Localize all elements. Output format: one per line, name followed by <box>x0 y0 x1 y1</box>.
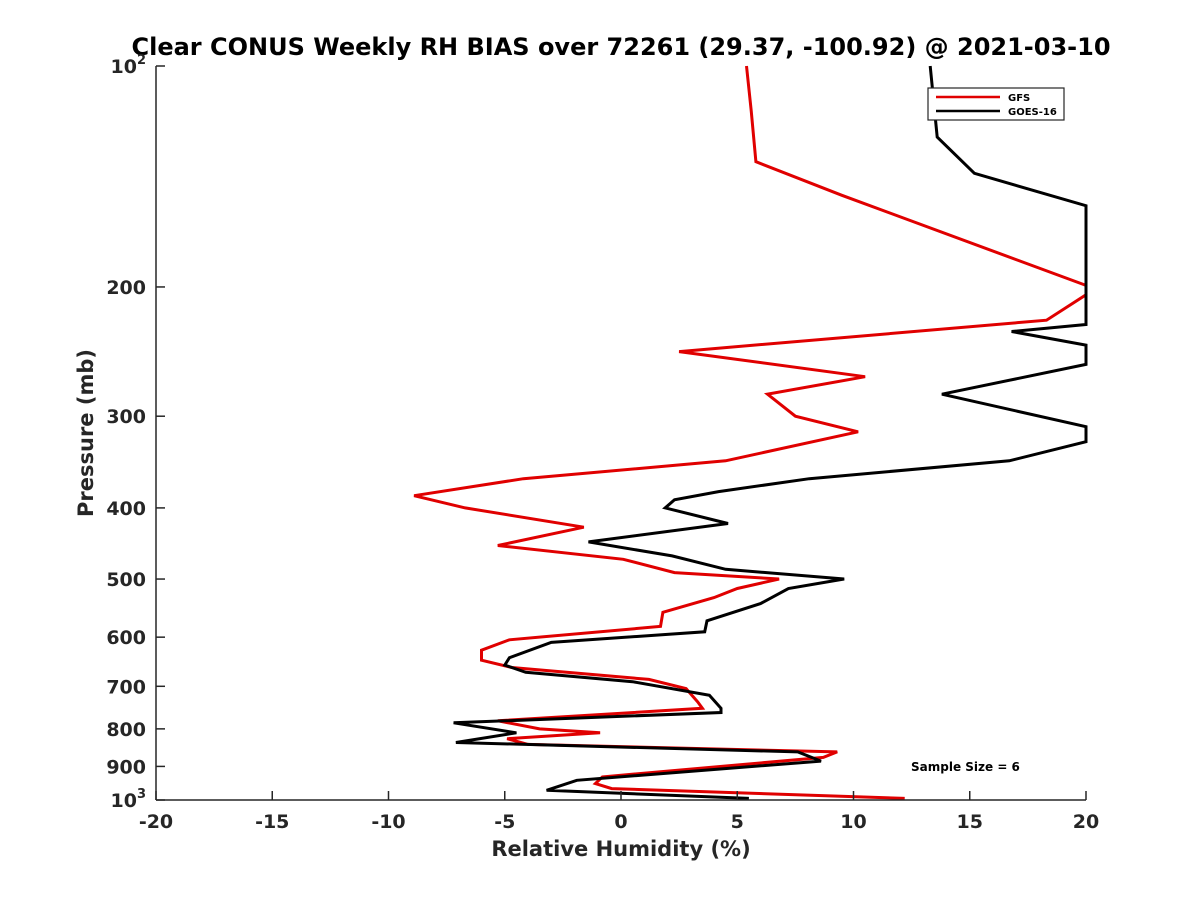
series-line-goes16 <box>453 65 1088 800</box>
x-tick-label: -5 <box>494 811 515 833</box>
y-tick-label: 900 <box>106 756 146 778</box>
series-line-gfs <box>413 65 1088 800</box>
y-tick-label: 103 <box>111 787 147 812</box>
y-tick-label: 800 <box>106 719 146 741</box>
y-tick-label: 200 <box>106 277 146 299</box>
y-tick-label: 500 <box>106 569 146 591</box>
x-tick-label: -15 <box>255 811 289 833</box>
x-tick-label: 10 <box>840 811 866 833</box>
y-ticks: 102 200 300 400 500 600 700 800 900 103 <box>106 53 165 812</box>
legend: GFS GOES-16 <box>927 87 1065 121</box>
legend-label-gfs: GFS <box>1008 93 1030 104</box>
x-tick-label: 5 <box>731 811 744 833</box>
x-axis-label: Relative Humidity (%) <box>491 837 750 861</box>
chart-title: Clear CONUS Weekly RH BIAS over 72261 (2… <box>131 33 1110 61</box>
y-tick-label: 700 <box>106 676 146 698</box>
x-tick-label: -20 <box>139 811 173 833</box>
x-tick-label: 0 <box>614 811 627 833</box>
sample-size-annotation: Sample Size = 6 <box>911 760 1020 774</box>
y-tick-label: 300 <box>106 406 146 428</box>
y-tick-label: 400 <box>106 498 146 520</box>
x-tick-label: -10 <box>371 811 405 833</box>
legend-box <box>927 87 1065 121</box>
x-tick-label: 15 <box>957 811 983 833</box>
plot-background <box>156 66 1086 800</box>
y-tick-label: 102 <box>111 53 147 78</box>
plot-area <box>156 65 1088 800</box>
axes-layer: -20 -15 -10 -5 0 5 10 15 20 102 200 300 400 500 600 70… <box>106 53 1099 833</box>
x-ticks: -20 -15 -10 -5 0 5 10 15 20 <box>139 791 1099 833</box>
legend-label-goes16: GOES-16 <box>1008 107 1057 118</box>
y-axis-label: Pressure (mb) <box>74 349 98 517</box>
x-tick-label: 20 <box>1073 811 1099 833</box>
series-layer <box>413 65 1088 800</box>
y-tick-label: 600 <box>106 627 146 649</box>
